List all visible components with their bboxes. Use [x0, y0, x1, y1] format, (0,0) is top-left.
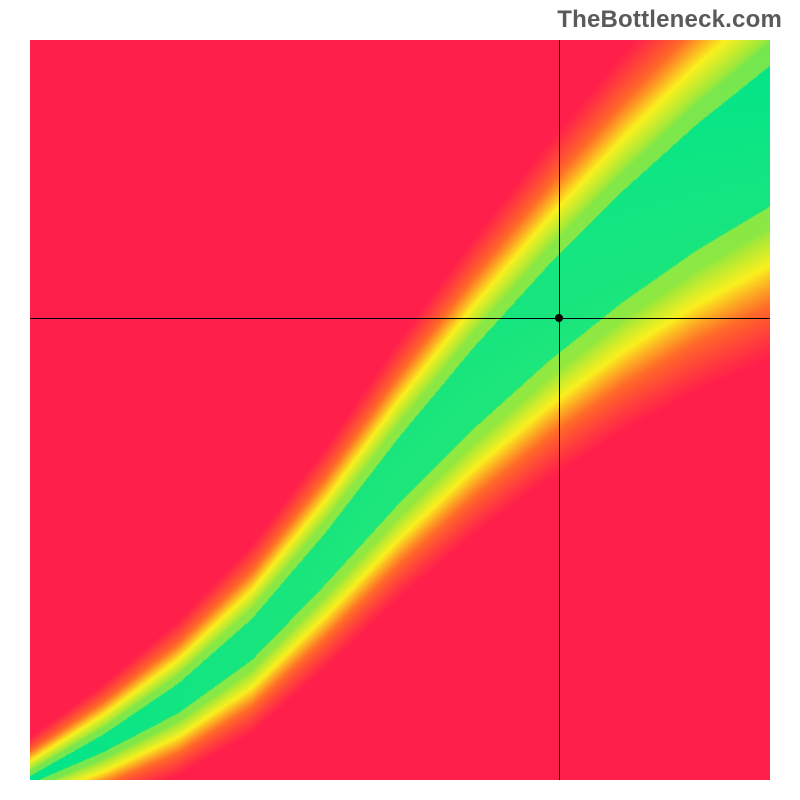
crosshair-dot — [555, 314, 563, 322]
chart-area — [30, 40, 770, 780]
crosshair-horizontal-line — [30, 318, 770, 319]
watermark-text: TheBottleneck.com — [557, 6, 782, 34]
bottleneck-heatmap — [30, 40, 770, 780]
crosshair-vertical-line — [559, 40, 560, 780]
